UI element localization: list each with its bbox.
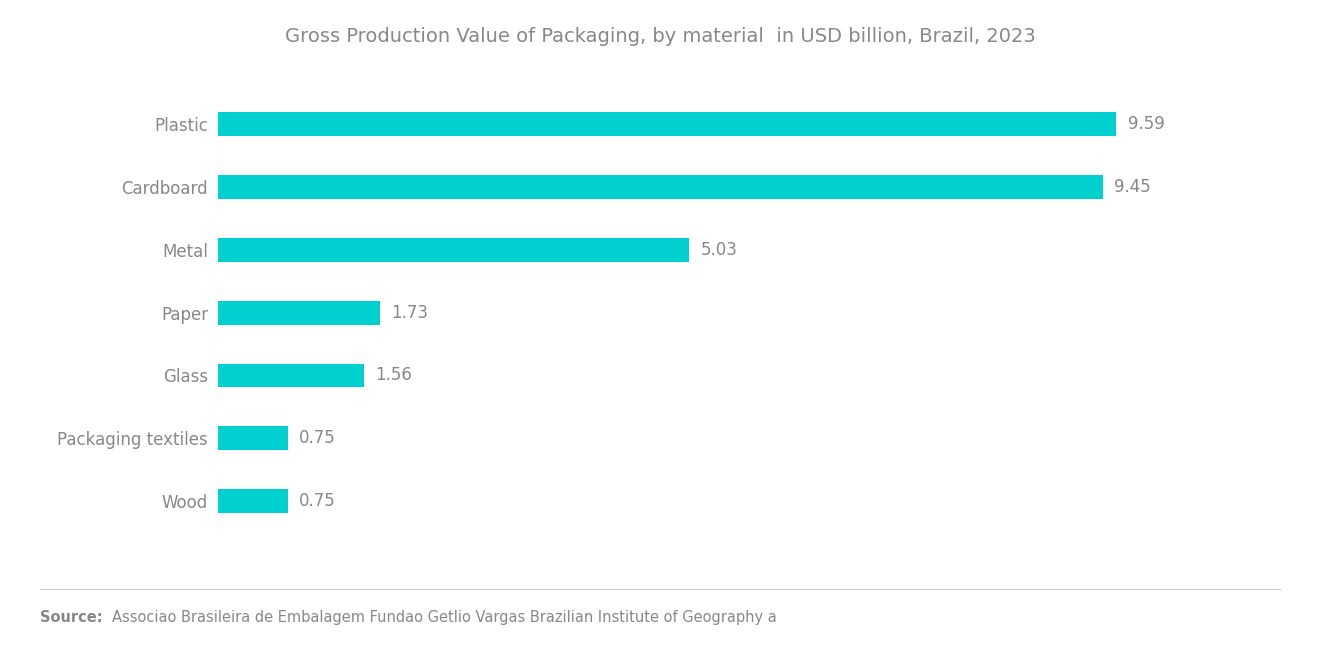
- Bar: [218, 112, 1117, 136]
- Text: Source:: Source:: [40, 610, 102, 626]
- Text: 9.45: 9.45: [1114, 178, 1151, 196]
- Text: 1.73: 1.73: [391, 303, 428, 322]
- Text: Gross Production Value of Packaging, by material  in USD billion, Brazil, 2023: Gross Production Value of Packaging, by …: [285, 27, 1035, 46]
- Bar: [218, 364, 364, 388]
- Text: 0.75: 0.75: [300, 430, 337, 448]
- Text: 1.56: 1.56: [375, 366, 412, 384]
- Text: 0.75: 0.75: [300, 492, 337, 510]
- Bar: [218, 489, 288, 513]
- Bar: [218, 301, 380, 325]
- Text: 9.59: 9.59: [1127, 115, 1164, 133]
- Text: 5.03: 5.03: [701, 241, 737, 259]
- Bar: [218, 175, 1104, 199]
- Text: Associao Brasileira de Embalagem Fundao Getlio Vargas Brazilian Institute of Geo: Associao Brasileira de Embalagem Fundao …: [112, 610, 777, 626]
- Bar: [218, 426, 288, 450]
- Bar: [218, 237, 689, 261]
